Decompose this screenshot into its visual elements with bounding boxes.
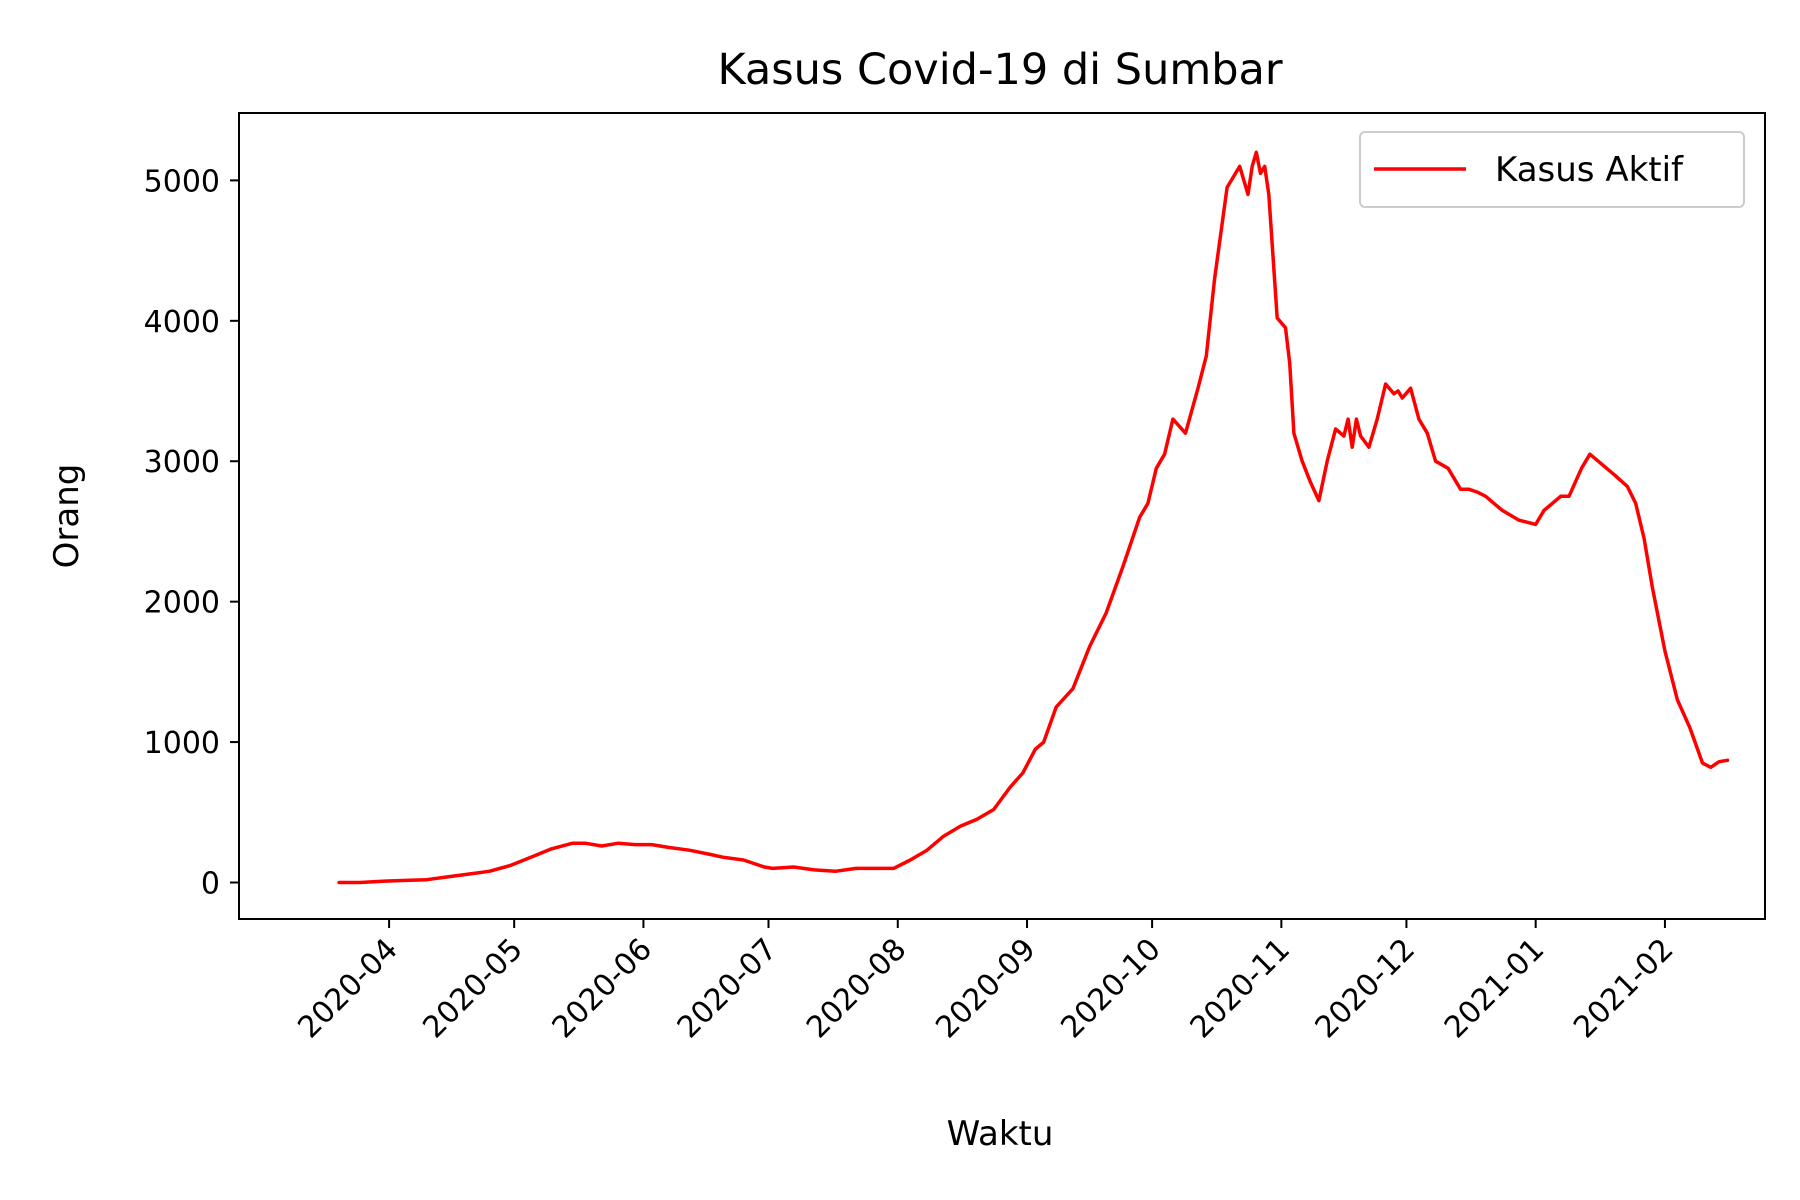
y-tick-label: 0 (201, 866, 220, 901)
x-axis-label: Waktu (947, 1114, 1054, 1154)
y-tick-label: 4000 (144, 305, 220, 340)
plot-lines (337, 150, 1730, 885)
legend-box (1359, 131, 1745, 208)
y-tick-label: 3000 (144, 445, 220, 480)
plot-area-frame (238, 112, 1766, 920)
y-tick-label: 1000 (144, 726, 220, 761)
y-tick-label: 2000 (144, 586, 220, 621)
legend: Kasus Aktif (1359, 131, 1745, 208)
y-tick-label: 5000 (144, 164, 220, 199)
y-axis-label: Orang (47, 464, 87, 569)
y-axis: 0 1000 2000 3000 4000 5000 (144, 164, 239, 901)
legend-label: Kasus Aktif (1495, 150, 1684, 190)
chart-title: Kasus Covid-19 di Sumbar (717, 45, 1282, 95)
series-line-kasus-aktif (337, 150, 1730, 885)
